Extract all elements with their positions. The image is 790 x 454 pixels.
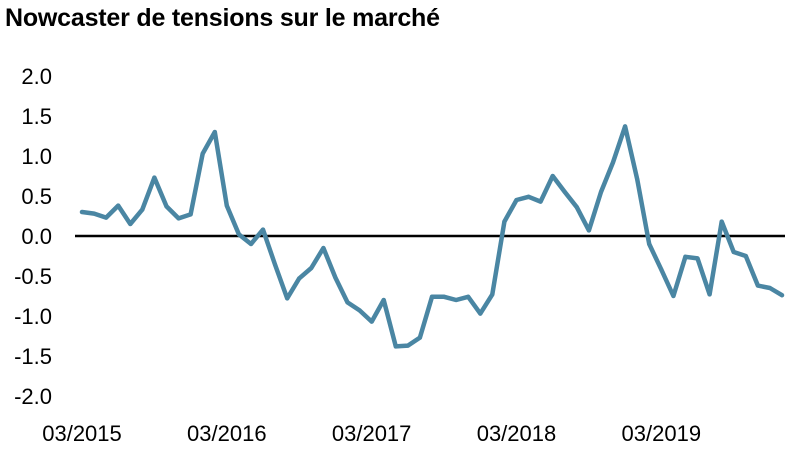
data-point [273,262,278,267]
data-point [116,203,121,208]
data-point [586,228,591,233]
data-point [454,298,459,302]
data-point [731,250,736,254]
data-point [611,160,615,165]
y-tick-label: 1.5 [21,104,52,129]
x-axis-ticks: 03/2015 03/2016 03/2017 03/2018 03/2019 [42,421,701,446]
data-point [188,212,193,217]
data-point [719,219,724,224]
data-point [695,256,700,261]
data-point [514,198,519,202]
x-tick-label: 03/2019 [622,421,702,446]
data-point [309,266,314,270]
x-tick-label: 03/2015 [42,421,122,446]
data-point [478,311,483,316]
y-tick-label: -2.0 [14,384,52,409]
data-point [671,294,676,298]
data-point [164,204,169,209]
data-point [538,199,543,204]
data-point [333,275,338,280]
data-point [224,203,229,208]
data-point [357,308,362,313]
data-point [430,294,434,299]
y-tick-label: 1.0 [21,144,52,169]
data-point [345,300,350,305]
data-point [743,254,748,258]
data-point [80,210,84,214]
data-point [200,151,205,156]
y-tick-label: -1.5 [14,344,52,369]
data-point [417,335,422,340]
data-point [297,276,302,281]
data-point [369,319,374,324]
data-point [659,267,664,272]
data-point [780,293,784,298]
data-point [104,215,109,220]
data-point [623,124,628,129]
data-point [393,344,398,349]
y-axis-ticks: 2.0 1.5 1.0 0.5 0.0 -0.5 -1.0 -1.5 -2.0 [14,64,52,409]
data-point [635,177,640,182]
data-point [442,294,447,299]
data-point [707,292,712,297]
data-point [381,298,386,302]
data-point [236,232,241,237]
data-point [526,194,531,199]
data-point [152,175,157,180]
data-point [550,174,555,178]
data-point [92,211,97,216]
data-point [128,222,133,226]
y-tick-label: 0.5 [21,184,52,209]
data-point [466,294,471,299]
y-tick-label: -0.5 [14,264,52,289]
data-point [321,246,326,250]
data-point [599,190,603,194]
data-point [755,283,760,288]
data-point [176,216,181,221]
data-point [767,286,772,290]
y-tick-label: 0.0 [21,224,52,249]
data-point [683,254,688,259]
data-point [285,296,290,301]
data-point [249,242,253,246]
data-points [80,124,784,349]
data-point [502,219,507,224]
data-point [261,227,265,232]
x-tick-label: 03/2017 [332,421,412,446]
data-point [574,205,579,210]
y-tick-label: -1.0 [14,304,52,329]
chart-title: Nowcaster de tensions sur le marché [5,4,440,32]
data-point [490,292,495,297]
data-point [140,207,145,212]
data-point [647,242,652,246]
data-point [405,343,410,348]
y-tick-label: 2.0 [21,64,52,89]
data-point [212,130,217,134]
data-point [562,190,567,194]
x-tick-label: 03/2016 [187,421,267,446]
x-tick-label: 03/2018 [477,421,557,446]
